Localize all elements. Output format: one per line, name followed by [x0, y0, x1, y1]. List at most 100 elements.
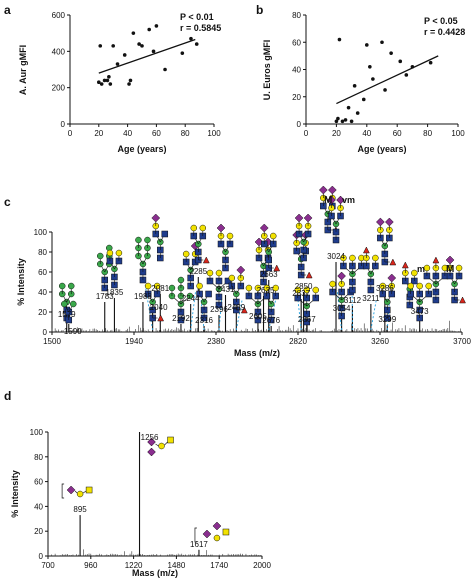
- sialic-diamond-icon: [384, 217, 394, 227]
- y-tick-label: 0: [297, 120, 302, 129]
- x-tick-label: 2380: [207, 337, 225, 346]
- guide-line: [235, 299, 243, 331]
- galactose-circle-icon: [228, 274, 236, 282]
- panel-label-b: b: [256, 3, 263, 17]
- scatter-point: [352, 84, 357, 88]
- sialic-diamond-icon: [318, 185, 328, 195]
- peak-label: 2489: [227, 303, 245, 312]
- x-tick-label: 3260: [371, 337, 389, 346]
- galactose-circle-icon: [245, 284, 253, 292]
- peak-label: 1579: [58, 310, 76, 319]
- mannose-circle-icon: [168, 284, 176, 292]
- galactose-circle-icon: [144, 282, 152, 290]
- guide-line: [297, 299, 302, 331]
- panel-label-d: d: [4, 389, 11, 403]
- ylabel-d: % Intensity: [10, 470, 20, 518]
- glcnac-square-icon: [161, 230, 169, 238]
- fucose-triangle-icon: [240, 306, 248, 314]
- fucose-triangle-icon: [202, 256, 210, 264]
- ylabel-c: % Intensity: [16, 258, 26, 306]
- scatter-point: [98, 44, 103, 48]
- xlabel-a: Age (years): [117, 144, 166, 154]
- peak-label: 1988: [134, 292, 152, 301]
- guide-line: [200, 299, 205, 331]
- sialic-diamond-icon: [445, 255, 455, 265]
- x-tick-label: 1220: [125, 561, 143, 570]
- y-tick-label: 40: [34, 502, 43, 511]
- x-tick-label: 40: [362, 129, 371, 138]
- y-tick-label: 80: [34, 453, 43, 462]
- scatter-point: [137, 42, 141, 46]
- x-tick-label: 100: [207, 129, 221, 138]
- peak-label: 2663: [260, 270, 278, 279]
- mannose-circle-icon: [61, 300, 68, 308]
- x-tick-label: 700: [41, 561, 55, 570]
- peak-label: 3286: [376, 284, 394, 293]
- galactose-circle-icon: [379, 282, 387, 290]
- fucose-triangle-icon: [401, 261, 409, 269]
- galactose-circle-icon: [407, 282, 414, 290]
- x-tick-label: 0: [304, 129, 309, 138]
- y-tick-label: 20: [292, 93, 301, 102]
- scatter-point: [97, 80, 101, 85]
- sialic-diamond-icon: [236, 265, 246, 275]
- galactose-circle-icon: [269, 232, 277, 240]
- x-tick-label: 20: [94, 129, 103, 138]
- mass-spectrum-d: 0 20 40 60 80 100 700 960 1220 1480 1740 2000 % In…: [10, 428, 271, 578]
- x-tick-label: 1480: [168, 561, 186, 570]
- annotation-p-b: P < 0.05: [424, 16, 458, 26]
- scatter-point: [368, 64, 372, 69]
- galactose-circle-icon: [254, 284, 262, 292]
- scatter-point: [122, 53, 127, 57]
- scatter-point: [140, 44, 144, 48]
- xlabel-c: Mass (m/z): [234, 348, 280, 358]
- scatter-point: [107, 74, 111, 79]
- fucose-triangle-icon: [389, 258, 397, 266]
- galactose-circle-icon: [158, 442, 165, 450]
- peak-label: 2837: [292, 289, 310, 298]
- y-tick-label: 80: [292, 11, 301, 20]
- x-tick-label: 960: [84, 561, 98, 570]
- x-tick-label: 1500: [43, 337, 61, 346]
- peak-label: 2635: [257, 286, 275, 295]
- ylabel-b: U. Euros gMFI: [262, 40, 272, 101]
- sialic-diamond-icon: [327, 195, 336, 205]
- sialic-diamond-icon: [294, 213, 304, 223]
- annotation-m: m: [417, 264, 425, 274]
- sialic-diamond-icon: [212, 521, 222, 531]
- scatter-point: [115, 62, 120, 66]
- galactose-circle-icon: [303, 286, 311, 294]
- scatter-point: [108, 82, 113, 86]
- peak-label: 2396: [210, 305, 228, 314]
- peak-label: 1256: [141, 433, 159, 442]
- y-tick-label: 600: [52, 11, 66, 20]
- peak-label: 1617: [190, 540, 208, 549]
- scatter-point: [380, 40, 384, 45]
- scatter-point: [361, 97, 366, 102]
- scatter-point: [349, 119, 354, 124]
- scatter-point: [102, 78, 107, 83]
- peak-label: 2431: [217, 285, 235, 294]
- galactose-circle-icon: [182, 250, 190, 258]
- x-tick-label: 1740: [210, 561, 228, 570]
- galactose-circle-icon: [294, 286, 302, 294]
- x-tick-label: 0: [68, 129, 73, 138]
- sialic-diamond-icon: [147, 437, 156, 447]
- scatter-point: [340, 119, 345, 124]
- xlabel-b: Age (years): [357, 144, 406, 154]
- scatter-point: [428, 60, 433, 65]
- sialic-diamond-icon: [337, 271, 346, 281]
- scatter-point: [128, 78, 133, 83]
- galactose-circle-icon: [190, 224, 198, 232]
- galactose-circle-icon: [213, 534, 221, 542]
- scatter-point: [131, 31, 136, 35]
- guide-line: [268, 299, 277, 331]
- sialic-diamond-icon: [375, 217, 385, 227]
- galactose-circle-icon: [153, 282, 161, 290]
- peak-label: 2316: [195, 316, 213, 325]
- peak-label: 2192: [172, 314, 190, 323]
- sialic-diamond-icon: [66, 485, 76, 495]
- scatter-plot-b: 0 20 40 60 80 0 20 40 60 80 100 U. Euros gMFI Age…: [262, 11, 465, 154]
- mannose-circle-icon: [177, 276, 185, 284]
